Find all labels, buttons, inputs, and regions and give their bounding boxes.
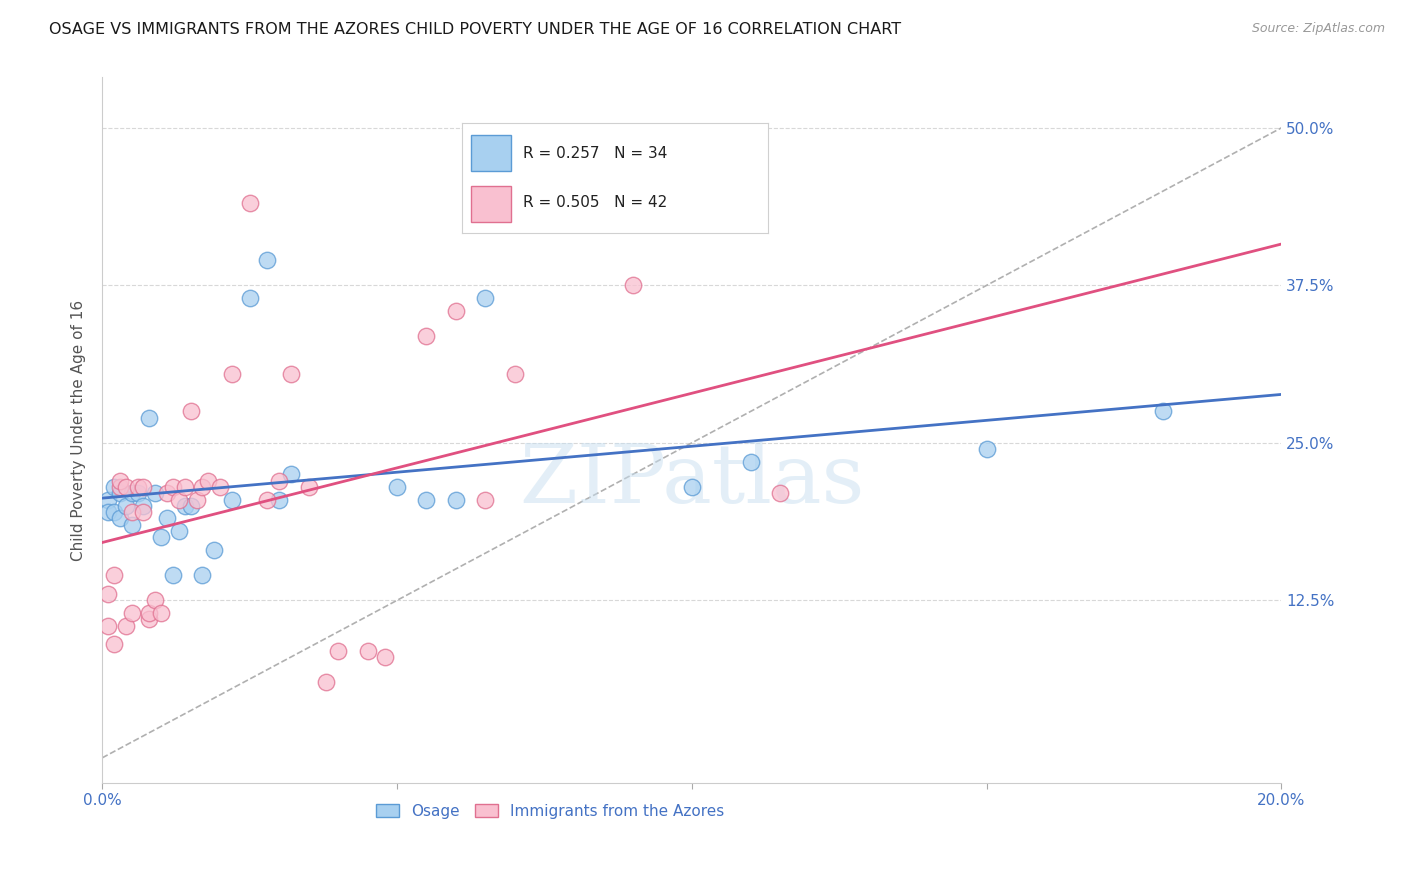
Point bbox=[769, 486, 792, 500]
Point bbox=[132, 499, 155, 513]
Point bbox=[143, 486, 166, 500]
Point bbox=[103, 637, 125, 651]
Point bbox=[121, 517, 143, 532]
Point bbox=[297, 480, 319, 494]
Point bbox=[740, 455, 762, 469]
Point bbox=[221, 367, 243, 381]
Point bbox=[444, 492, 467, 507]
Point bbox=[1153, 404, 1175, 418]
Point bbox=[121, 606, 143, 620]
Point bbox=[239, 291, 262, 305]
Point bbox=[444, 303, 467, 318]
Point bbox=[474, 291, 496, 305]
Point bbox=[156, 511, 179, 525]
Point bbox=[162, 480, 184, 494]
Point bbox=[186, 492, 208, 507]
Text: OSAGE VS IMMIGRANTS FROM THE AZORES CHILD POVERTY UNDER THE AGE OF 16 CORRELATIO: OSAGE VS IMMIGRANTS FROM THE AZORES CHIL… bbox=[49, 22, 901, 37]
Point bbox=[239, 196, 262, 211]
Point bbox=[103, 568, 125, 582]
Point bbox=[256, 492, 278, 507]
Point bbox=[138, 606, 160, 620]
Point bbox=[221, 492, 243, 507]
Point bbox=[97, 505, 120, 519]
Point bbox=[114, 499, 136, 513]
Point bbox=[108, 474, 131, 488]
Point bbox=[503, 367, 526, 381]
Point bbox=[108, 486, 131, 500]
Point bbox=[180, 404, 202, 418]
Point bbox=[121, 505, 143, 519]
Text: Source: ZipAtlas.com: Source: ZipAtlas.com bbox=[1251, 22, 1385, 36]
Point bbox=[202, 543, 225, 558]
Point bbox=[143, 593, 166, 607]
Point bbox=[191, 568, 214, 582]
Point bbox=[209, 480, 232, 494]
Point bbox=[267, 474, 290, 488]
Point bbox=[132, 505, 155, 519]
Point bbox=[167, 492, 190, 507]
Point bbox=[121, 486, 143, 500]
Point bbox=[326, 644, 349, 658]
Point bbox=[97, 492, 120, 507]
Point bbox=[138, 410, 160, 425]
Point bbox=[256, 253, 278, 268]
Point bbox=[681, 480, 703, 494]
Point bbox=[180, 499, 202, 513]
Text: ZIPatlas: ZIPatlas bbox=[519, 440, 865, 520]
Point bbox=[474, 492, 496, 507]
Point bbox=[280, 367, 302, 381]
Point bbox=[150, 606, 173, 620]
Point bbox=[976, 442, 998, 457]
Point bbox=[385, 480, 408, 494]
Point bbox=[132, 480, 155, 494]
Point bbox=[103, 505, 125, 519]
Point bbox=[315, 675, 337, 690]
Point bbox=[103, 480, 125, 494]
Point bbox=[127, 480, 149, 494]
Point bbox=[280, 467, 302, 482]
Point bbox=[167, 524, 190, 538]
Point bbox=[108, 480, 131, 494]
Point bbox=[114, 480, 136, 494]
Point bbox=[150, 530, 173, 544]
Point bbox=[97, 618, 120, 632]
Point bbox=[415, 492, 437, 507]
Point bbox=[621, 278, 644, 293]
Point bbox=[156, 486, 179, 500]
Point bbox=[108, 511, 131, 525]
Point bbox=[356, 644, 378, 658]
Point bbox=[97, 587, 120, 601]
Point bbox=[138, 612, 160, 626]
Point bbox=[127, 486, 149, 500]
Point bbox=[191, 480, 214, 494]
Point bbox=[415, 328, 437, 343]
Point bbox=[173, 499, 195, 513]
Point bbox=[114, 618, 136, 632]
Point bbox=[267, 492, 290, 507]
Y-axis label: Child Poverty Under the Age of 16: Child Poverty Under the Age of 16 bbox=[72, 300, 86, 561]
Point bbox=[162, 568, 184, 582]
Point bbox=[173, 480, 195, 494]
Point bbox=[374, 650, 396, 665]
Point bbox=[197, 474, 219, 488]
Legend: Osage, Immigrants from the Azores: Osage, Immigrants from the Azores bbox=[370, 797, 731, 825]
